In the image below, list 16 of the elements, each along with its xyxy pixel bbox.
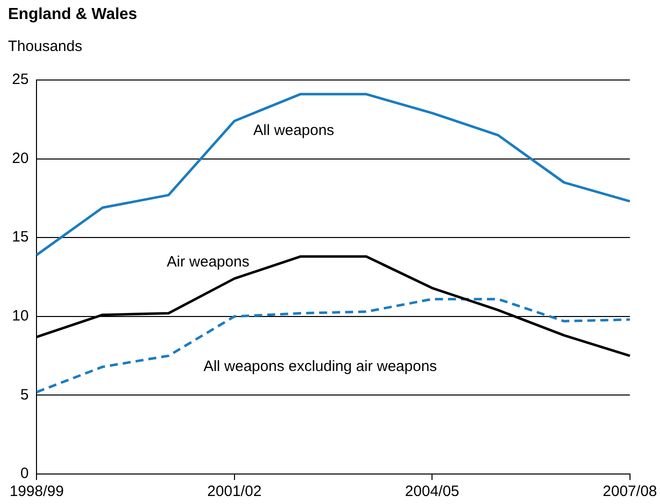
y-tick-label: 5 [20, 386, 29, 404]
series-label: All weapons excluding air weapons [203, 358, 437, 376]
x-tick-label: 2007/08 [602, 483, 658, 500]
x-tick-label: 2004/05 [405, 483, 460, 500]
series-label: Air weapons [166, 254, 250, 271]
chart-title: England & Wales [8, 6, 138, 24]
x-tick-label: 1998/99 [10, 483, 64, 500]
y-tick-label: 25 [12, 71, 29, 88]
y-tick-label: 15 [12, 228, 29, 246]
y-tick-label: 10 [12, 308, 29, 325]
x-tick-label: 2001/02 [207, 483, 262, 500]
y-tick-label: 0 [20, 465, 29, 482]
series-label: All weapons [253, 122, 334, 140]
line-series [35, 298, 632, 394]
y-tick-label: 20 [12, 150, 29, 167]
y-axis-title: Thousands [8, 38, 82, 55]
